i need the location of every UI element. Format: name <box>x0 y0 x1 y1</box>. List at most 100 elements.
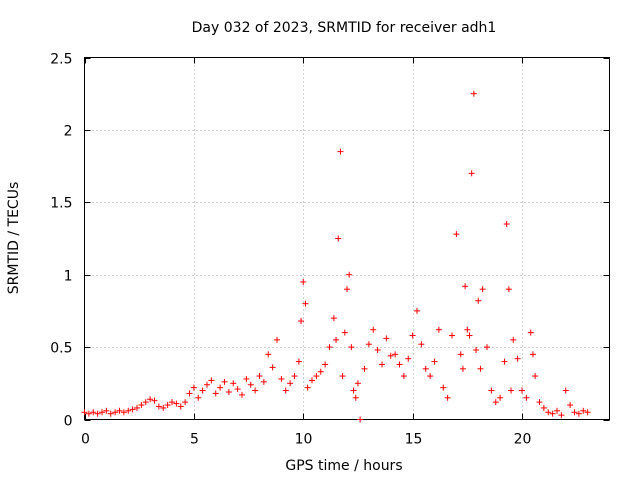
data-point <box>459 365 466 372</box>
data-point <box>322 361 329 368</box>
data-point <box>527 329 534 336</box>
data-point <box>155 403 162 410</box>
data-point <box>230 380 237 387</box>
data-point <box>225 388 232 395</box>
data-point <box>473 346 480 353</box>
x-tick-label: 5 <box>190 432 199 448</box>
data-point <box>173 400 180 407</box>
data-point <box>427 373 434 380</box>
data-point <box>94 410 101 417</box>
data-point <box>212 390 219 397</box>
data-point <box>462 283 469 290</box>
data-point <box>190 384 197 391</box>
data-point <box>501 358 508 365</box>
data-point <box>333 336 340 343</box>
data-point <box>239 391 245 398</box>
data-point <box>352 394 359 401</box>
data-point <box>549 410 556 417</box>
data-point <box>298 318 305 325</box>
data-point <box>503 221 510 228</box>
data-point <box>103 407 110 414</box>
data-point <box>217 384 224 391</box>
data-point <box>584 409 591 416</box>
data-point <box>444 394 451 401</box>
data-point <box>186 390 193 397</box>
data-point <box>112 409 119 416</box>
data-point <box>256 373 263 380</box>
data-point <box>313 373 320 380</box>
data-point <box>282 387 289 394</box>
data-point <box>505 286 512 293</box>
data-point <box>354 380 361 387</box>
data-point <box>99 409 105 416</box>
y-tick-label: 0.5 <box>50 341 72 357</box>
x-tick-label: 20 <box>514 432 532 448</box>
data-point <box>147 396 154 403</box>
data-point <box>580 407 587 414</box>
data-point <box>383 335 390 342</box>
data-point <box>339 373 346 380</box>
data-point <box>477 365 484 372</box>
data-point <box>81 409 88 416</box>
data-point <box>247 381 254 388</box>
data-point <box>204 381 210 388</box>
y-axis-title: SRMTID / TECUs <box>6 182 22 295</box>
data-point <box>536 399 543 406</box>
data-point <box>470 90 477 97</box>
data-point <box>468 170 475 177</box>
data-point <box>409 332 416 339</box>
data-point <box>278 375 285 382</box>
data-point <box>365 341 372 348</box>
y-tick-label: 1.5 <box>50 196 72 212</box>
data-point <box>243 375 250 382</box>
y-tick-label: 2 <box>64 124 73 140</box>
data-point <box>125 407 132 414</box>
data-point <box>169 399 175 406</box>
data-point <box>129 406 136 413</box>
plot-frame <box>84 57 610 420</box>
data-point <box>431 358 438 365</box>
data-point <box>519 387 525 394</box>
data-points <box>81 90 591 423</box>
data-point <box>374 346 381 353</box>
data-point <box>291 373 298 380</box>
data-point <box>287 380 294 387</box>
data-point <box>545 409 552 416</box>
data-point <box>379 361 385 368</box>
data-point <box>138 402 145 409</box>
data-point <box>422 365 429 372</box>
data-point <box>370 326 377 333</box>
data-point <box>558 412 565 419</box>
data-point <box>357 416 364 423</box>
data-point <box>335 235 342 242</box>
data-point <box>449 332 455 339</box>
x-axis-title: GPS time / hours <box>285 458 402 474</box>
data-point <box>151 397 158 404</box>
data-point <box>464 326 471 333</box>
y-tick-label: 1 <box>64 269 73 285</box>
data-point <box>274 336 280 343</box>
data-point <box>317 368 324 375</box>
data-point <box>208 377 215 384</box>
data-point <box>562 387 569 394</box>
x-tick-label: 10 <box>295 432 313 448</box>
data-point <box>142 399 149 406</box>
axis-ticks: 0 5 10 15 20 0 0.5 1 1.5 2 2.5 <box>50 52 610 448</box>
data-point <box>466 332 473 339</box>
data-point <box>540 404 547 411</box>
data-point <box>508 387 515 394</box>
data-point <box>164 402 171 409</box>
data-point <box>120 409 127 416</box>
data-point <box>475 297 482 304</box>
data-point <box>160 404 167 411</box>
data-point <box>85 410 92 417</box>
data-point <box>309 377 315 384</box>
data-point <box>302 300 309 307</box>
data-point <box>488 387 495 394</box>
data-point <box>252 387 259 394</box>
data-point <box>510 336 517 343</box>
data-point <box>195 394 202 401</box>
data-point <box>361 365 368 372</box>
y-tick-label: 2.5 <box>50 52 72 68</box>
